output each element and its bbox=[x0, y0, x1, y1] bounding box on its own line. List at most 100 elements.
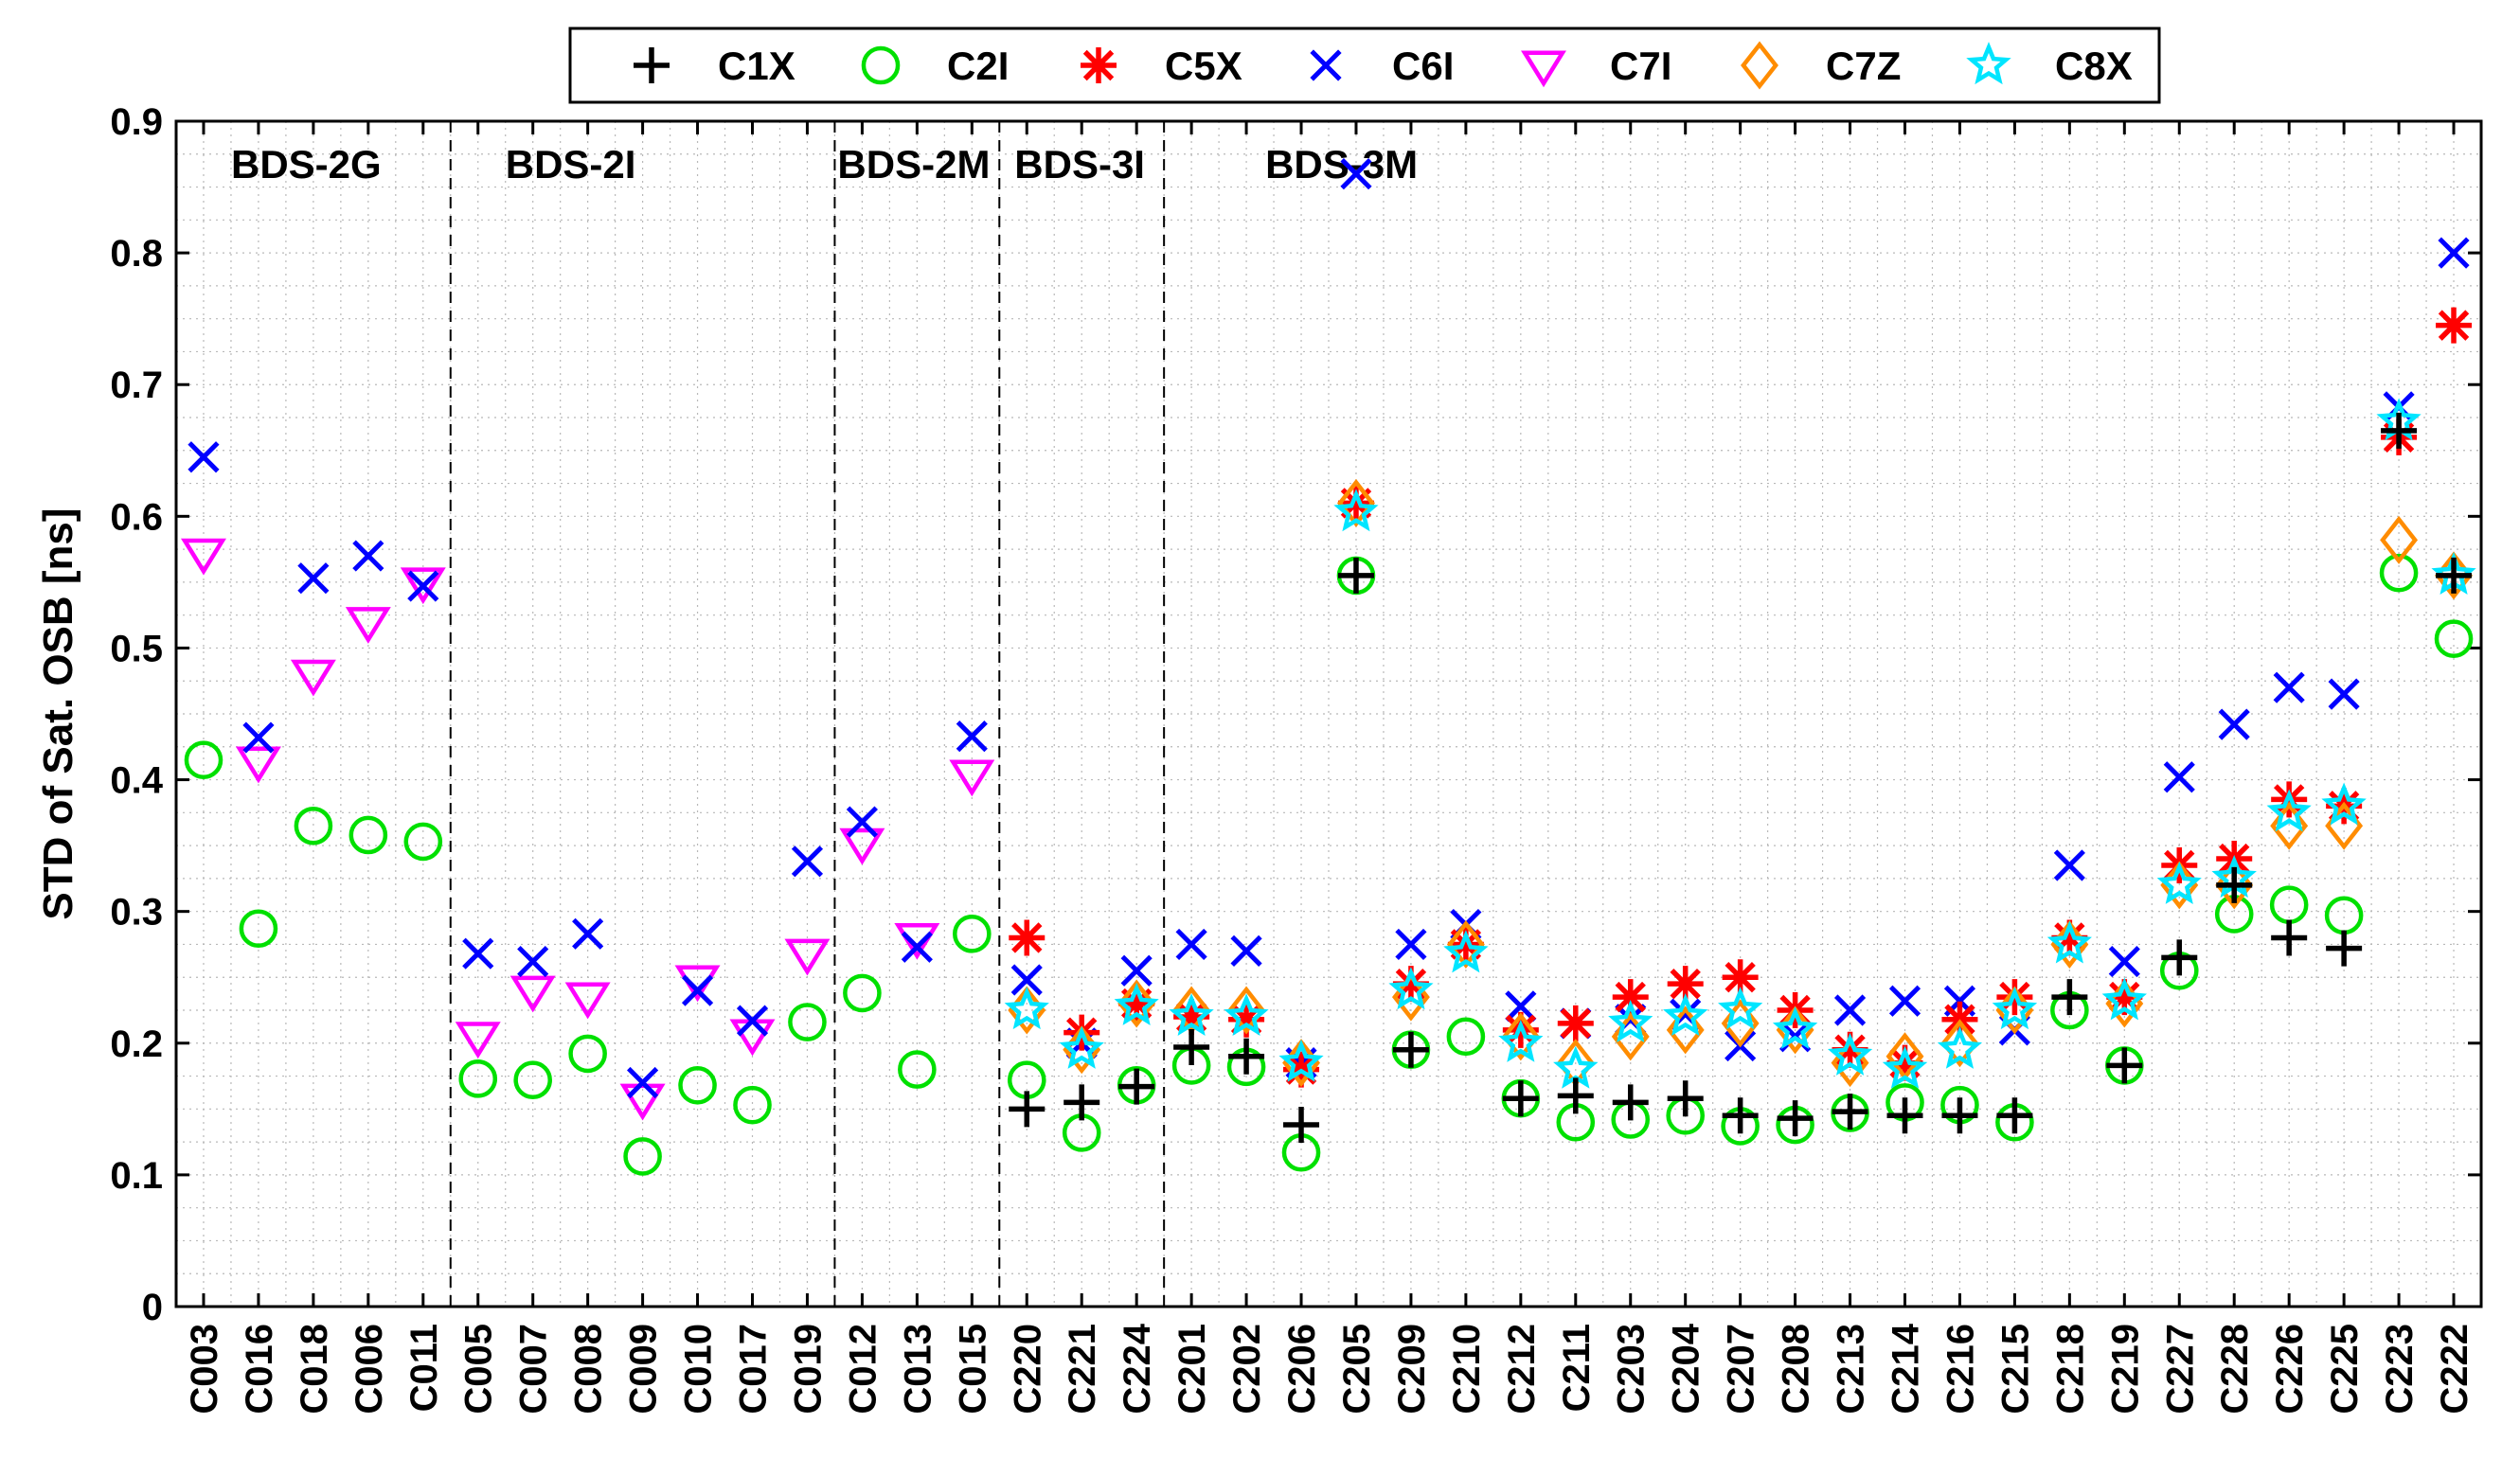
marker-shape bbox=[1173, 998, 1210, 1035]
marker-shape bbox=[1888, 985, 1921, 1017]
marker-shape bbox=[1228, 1001, 1265, 1038]
data-point-c6i bbox=[901, 931, 933, 963]
marker-shape bbox=[1667, 1080, 1704, 1117]
marker-shape bbox=[784, 938, 831, 976]
marker-shape bbox=[1521, 50, 1566, 88]
x-tick-label: C017 bbox=[733, 1324, 775, 1415]
data-point-c1x bbox=[1557, 1077, 1594, 1114]
marker-shape bbox=[2101, 977, 2147, 1021]
data-point-c6i bbox=[1888, 985, 1921, 1017]
data-point-c2i bbox=[458, 1059, 498, 1098]
data-point-c8x bbox=[1937, 1025, 1983, 1069]
marker-shape bbox=[2379, 553, 2419, 593]
legend-entry-c7z: C7Z bbox=[1741, 41, 1901, 90]
data-point-c5x bbox=[2106, 979, 2143, 1016]
marker-shape bbox=[1392, 966, 1429, 1003]
data-point-c2i bbox=[2434, 619, 2474, 659]
marker-shape bbox=[1004, 987, 1049, 1030]
data-point-c7i bbox=[509, 975, 556, 1013]
marker-shape bbox=[2436, 307, 2473, 344]
data-point-c2i bbox=[568, 1034, 607, 1074]
marker-shape bbox=[400, 567, 446, 605]
data-point-c5x bbox=[1832, 1031, 1868, 1068]
marker-shape bbox=[1498, 1019, 1544, 1062]
data-markers bbox=[180, 158, 2476, 1176]
data-point-c8x bbox=[1224, 993, 1269, 1037]
x-axis: C003 C016 C018 C006 C011 C005 C007 C008 C009 C010… bbox=[184, 121, 2475, 1415]
marker-shape bbox=[407, 570, 439, 602]
x-tick-label: C211 bbox=[1556, 1324, 1598, 1412]
legend-entry-c5x: C5X bbox=[1081, 44, 1242, 88]
data-point-c5x bbox=[2436, 307, 2473, 344]
marker-shape bbox=[2271, 919, 2308, 956]
x-tick-label: C008 bbox=[568, 1324, 610, 1415]
x-tick-label: C220 bbox=[1007, 1324, 1048, 1415]
marker-shape bbox=[184, 740, 223, 779]
marker-shape bbox=[949, 759, 995, 797]
marker-shape bbox=[2046, 920, 2092, 964]
x-tick-label: C007 bbox=[513, 1324, 555, 1415]
group-divider-layer bbox=[449, 121, 1166, 1307]
x-tick-label: C221 bbox=[1062, 1324, 1103, 1415]
data-point-c6i bbox=[1175, 928, 1207, 961]
marker-shape bbox=[1117, 979, 1156, 1028]
marker-shape bbox=[2051, 919, 2088, 956]
marker-shape bbox=[2321, 782, 2367, 826]
data-point-c2i bbox=[1446, 1017, 1486, 1057]
marker-shape bbox=[1666, 1005, 1705, 1055]
x-tick-label: C013 bbox=[897, 1324, 938, 1415]
data-point-c7z bbox=[1666, 1005, 1705, 1055]
marker-shape bbox=[2051, 979, 2088, 1016]
marker-shape bbox=[1832, 1094, 1868, 1130]
marker-shape bbox=[1663, 993, 1708, 1037]
x-tick-label: C216 bbox=[1939, 1324, 1981, 1415]
data-point-c5x bbox=[1557, 1005, 1594, 1041]
x-tick-label: C018 bbox=[294, 1324, 335, 1415]
data-point-c8x bbox=[1498, 1019, 1544, 1062]
data-point-c6i bbox=[1230, 934, 1262, 967]
marker-shape bbox=[290, 659, 336, 697]
x-tick-label: C006 bbox=[349, 1324, 390, 1415]
legend-label: C6I bbox=[1392, 44, 1454, 88]
data-point-c2i bbox=[733, 1085, 772, 1125]
data-point-c5x bbox=[1009, 919, 1046, 956]
x-tick-label: C010 bbox=[678, 1324, 720, 1415]
data-point-c7i bbox=[180, 538, 226, 576]
marker-shape bbox=[1612, 1084, 1649, 1121]
marker-shape bbox=[1886, 1044, 1923, 1081]
data-point-c8x bbox=[1553, 1045, 1599, 1089]
marker-shape bbox=[1992, 987, 2038, 1030]
marker-shape bbox=[1941, 1097, 1978, 1134]
data-point-c6i bbox=[1120, 954, 1153, 987]
marker-shape bbox=[2273, 671, 2305, 703]
marker-shape bbox=[1009, 919, 1046, 956]
data-point-c8x bbox=[1443, 930, 1489, 973]
marker-shape bbox=[1173, 1028, 1210, 1065]
y-tick-label: 0 bbox=[142, 1287, 163, 1328]
data-point-c1x bbox=[1228, 1038, 1265, 1075]
data-point-c2i bbox=[403, 822, 443, 862]
legend-marker-c7i bbox=[1521, 50, 1566, 88]
data-point-c5x bbox=[1612, 979, 1649, 1016]
data-point-c6i bbox=[1010, 964, 1043, 996]
marker-shape bbox=[1388, 967, 1434, 1010]
marker-shape bbox=[513, 1060, 552, 1100]
data-point-c8x bbox=[2101, 977, 2147, 1021]
data-point-c1x bbox=[1941, 1097, 1978, 1134]
data-point-c8x bbox=[1278, 1039, 1324, 1082]
marker-shape bbox=[1722, 959, 1759, 996]
data-point-c1x bbox=[2326, 930, 2363, 967]
data-point-c6i bbox=[297, 562, 330, 595]
data-point-c6i bbox=[846, 806, 878, 838]
data-point-c7z bbox=[1446, 919, 1485, 969]
group-labels: BDS-2G BDS-2I BDS-2M BDS-3I BDS-3M bbox=[231, 142, 1418, 187]
marker-shape bbox=[239, 909, 278, 949]
x-tick-label: C005 bbox=[458, 1324, 500, 1415]
marker-shape bbox=[455, 1022, 501, 1059]
data-point-c6i bbox=[572, 917, 604, 950]
legend-marker-c2i bbox=[861, 45, 901, 85]
marker-shape bbox=[1553, 1045, 1599, 1089]
legend-label: C7Z bbox=[1826, 44, 1901, 88]
marker-shape bbox=[2438, 237, 2470, 269]
